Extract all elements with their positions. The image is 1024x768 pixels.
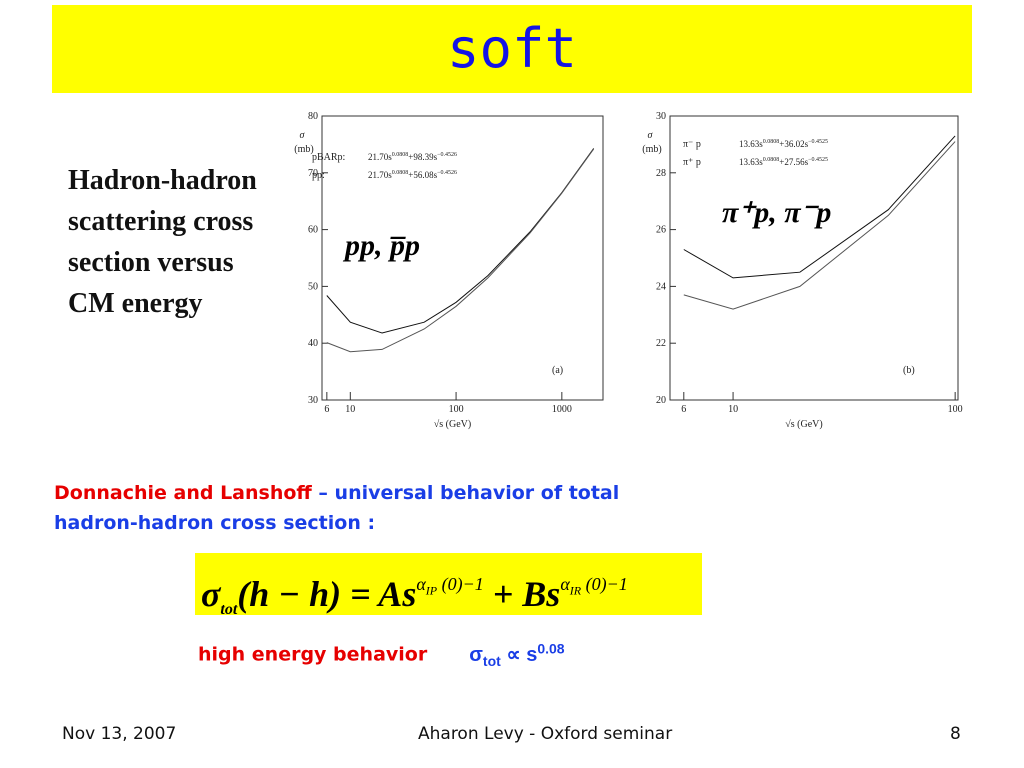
footer-date: Nov 13, 2007 xyxy=(62,724,177,744)
behavior-label: high energy behavior xyxy=(198,643,428,666)
y-tick-label: 28 xyxy=(656,168,666,179)
legend-name: pBARp: xyxy=(312,152,345,163)
y-tick-label: 20 xyxy=(656,395,666,406)
subscript: tot xyxy=(482,652,501,669)
y-tick-label: 80 xyxy=(308,111,318,122)
x-tick-label: 10 xyxy=(345,404,355,415)
x-tick-label: 10 xyxy=(728,404,738,415)
plot-frame xyxy=(321,115,604,401)
legend-name: π⁻ p xyxy=(683,139,701,150)
fit-part: 13.63s xyxy=(739,157,763,167)
y-tick-label: 22 xyxy=(656,338,666,349)
side-text: Hadron-hadron scattering cross section v… xyxy=(68,160,257,324)
x-tick-label: 100 xyxy=(449,404,464,415)
formula-text: ∝ s xyxy=(500,643,538,666)
description-text: – universal behavior of total xyxy=(311,482,620,504)
fit-part: 21.70s xyxy=(368,152,392,162)
fit-part: 0.0808 xyxy=(392,170,409,176)
fit-part: +98.39s xyxy=(408,152,437,162)
symbol: α xyxy=(416,574,426,594)
fit-part: 21.70s xyxy=(368,170,392,180)
formula: σtot(h − h) = AsαIP (0)−1 + BsαIR (0)−1 xyxy=(195,553,702,619)
legend-fit: 13.63s0.0808+27.56s−0.4525 xyxy=(739,157,828,167)
fit-curve xyxy=(683,135,956,279)
y-axis-label: σ xyxy=(300,130,306,141)
y-tick-label: 30 xyxy=(308,395,318,406)
fit-part: 0.0808 xyxy=(763,139,780,145)
x-tick-label: 100 xyxy=(948,404,963,415)
fit-part: −0.4525 xyxy=(808,139,828,145)
exponent: (0)−1 xyxy=(441,574,484,594)
symbol: σ xyxy=(201,574,221,614)
y-tick-label: 40 xyxy=(308,338,318,349)
x-axis-label: √s (GeV) xyxy=(434,419,471,430)
subscript: IP xyxy=(425,583,438,598)
legend-fit: 13.63s0.0808+36.02s−0.4525 xyxy=(739,139,828,149)
page-number: 8 xyxy=(950,724,961,744)
y-tick-label: 30 xyxy=(656,111,666,122)
legend-name: pp: xyxy=(312,170,325,181)
fit-part: +36.02s xyxy=(779,139,808,149)
legend-name: π⁺ p xyxy=(683,157,701,168)
fit-part: +56.08s xyxy=(408,170,437,180)
fit-part: 0.0808 xyxy=(763,157,780,163)
footer-center: Aharon Levy - Oxford seminar xyxy=(418,724,673,744)
panel-label: (b) xyxy=(903,365,915,376)
behavior: high energy behavior σtot ∝ s0.08 xyxy=(198,640,565,669)
side-line: CM energy xyxy=(68,288,203,319)
legend-fit: 21.70s0.0808+56.08s−0.4526 xyxy=(368,170,457,180)
fit-part: −0.4526 xyxy=(437,170,457,176)
subscript: IR xyxy=(569,583,582,598)
plot-frame xyxy=(669,115,959,401)
y-tick-label: 60 xyxy=(308,225,318,236)
subscript: tot xyxy=(220,601,238,619)
symbol: α xyxy=(560,574,570,594)
fit-part: 13.63s xyxy=(739,139,763,149)
description-text: hadron-hadron cross section : xyxy=(54,512,376,534)
fit-curve xyxy=(326,148,595,353)
fit-part: 0.0808 xyxy=(392,152,409,158)
symbol: σ xyxy=(469,643,483,666)
legend-fit: 21.70s0.0808+98.39s−0.4526 xyxy=(368,152,457,162)
x-tick-label: 6 xyxy=(324,404,329,415)
chart: 30 40 50 60 70 80 6 10 100 1000 σ (mb) √s (GeV) (a) pB… xyxy=(294,111,604,430)
side-line: section versus xyxy=(68,247,234,278)
x-axis-label: √s (GeV) xyxy=(785,419,822,430)
fit-curve xyxy=(683,141,956,310)
chart: 20 22 24 26 28 30 6 10 100 σ (mb) √s (GeV) (b) π⁻ p 13… xyxy=(642,111,963,430)
annotation: π⁺p, π⁻p xyxy=(722,196,831,229)
formula-text: (h − h) = As xyxy=(237,574,417,614)
description: Donnachie and Lanshoff – universal behav… xyxy=(54,478,619,538)
x-tick-label: 1000 xyxy=(552,404,572,415)
y-tick-label: 24 xyxy=(656,281,666,292)
y-axis-label: (mb) xyxy=(294,144,313,155)
fit-part: −0.4526 xyxy=(437,152,457,158)
panel-label: (a) xyxy=(552,365,563,376)
slide-title: soft xyxy=(52,5,972,93)
x-tick-label: 6 xyxy=(681,404,686,415)
formula-text: + Bs xyxy=(483,574,561,614)
side-line: scattering cross xyxy=(68,206,254,237)
y-axis-label: σ xyxy=(648,130,654,141)
y-tick-label: 70 xyxy=(308,168,318,179)
fit-part: +27.56s xyxy=(779,157,808,167)
y-tick-label: 50 xyxy=(308,281,318,292)
authors: Donnachie and Lanshoff xyxy=(54,482,312,504)
annotation: pp, p̅p xyxy=(342,229,420,262)
y-tick-label: 26 xyxy=(656,225,666,236)
exponent: (0)−1 xyxy=(585,574,628,594)
fit-part: −0.4525 xyxy=(808,157,828,163)
side-line: Hadron-hadron xyxy=(68,165,257,196)
exponent: 0.08 xyxy=(537,640,565,656)
y-axis-label: (mb) xyxy=(642,144,661,155)
